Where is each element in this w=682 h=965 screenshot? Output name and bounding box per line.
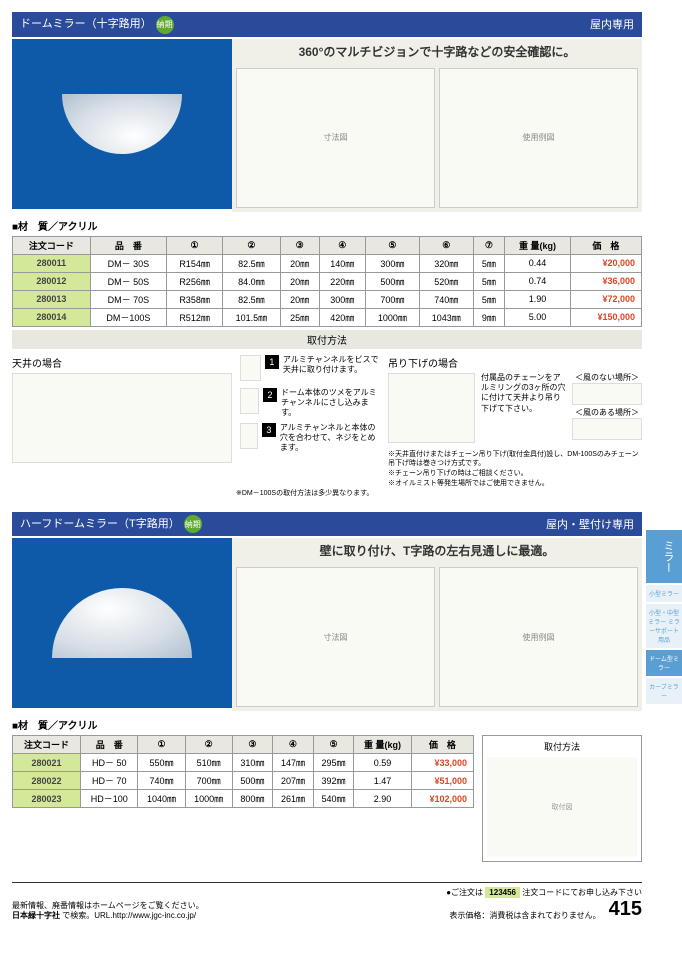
install-step: 1アルミチャンネルをビスで天井に取り付けます。	[240, 355, 380, 384]
halfdome-photo	[12, 538, 232, 708]
diagram-corridor-2: 使用例図	[439, 567, 638, 707]
note: ※天井直付けまたはチェーン吊り下げ(取付金具付)設し、DM-100Sのみチェーン…	[388, 450, 642, 470]
diagram-dimensions: 寸法図	[236, 68, 435, 208]
spec-table-1: 注文コード品 番①②③④⑤⑥⑦重 量(kg)価 格 280011DM－ 30SR…	[12, 236, 642, 327]
ceiling-sketch	[12, 373, 232, 463]
table-row: 280013DM－ 70SR358㎜82.5㎜20㎜300㎜700㎜740㎜5㎜…	[13, 290, 642, 308]
spec-table-2: 注文コード品 番①②③④⑤重 量(kg)価 格 280021HD－ 50550㎜…	[12, 735, 474, 808]
delivery-badge: 納期	[156, 16, 174, 34]
tab-0[interactable]: 小型ミラー	[646, 585, 682, 602]
footer-company: 日本緑十字社	[12, 911, 60, 920]
install-step: 3アルミチャンネルと本体の穴を合わせて、ネジをとめます。	[240, 423, 380, 454]
tab-3[interactable]: カーブミラー	[646, 678, 682, 704]
hanging-title: 吊り下げの場合	[388, 355, 642, 370]
page-number: 415	[609, 898, 642, 921]
table-row: 280011DM－ 30SR154㎜82.5㎜20㎜140㎜300㎜320㎜5㎜…	[13, 254, 642, 272]
install-step: 2ドーム本体のツメをアルミチャンネルにさし込みます。	[240, 388, 380, 419]
install-header: 取付方法	[12, 330, 642, 349]
footer-line1: 最新情報、廃番情報はホームページをご覧ください。	[12, 901, 204, 911]
table-row: 280021HD－ 50550㎜510㎜310㎜147㎜295㎜0.59¥33,…	[13, 754, 474, 772]
hanging-text: 付属品のチェーンをアルミリングの3ヶ所の穴に付けて天井より吊り下げて下さい。	[481, 373, 566, 415]
note: ※チェーン吊り下げの時はご相談ください。	[388, 469, 642, 479]
mount-title: 取付方法	[487, 740, 637, 753]
tab-2[interactable]: ドーム型ミラー	[646, 650, 682, 676]
order-prefix: ●ご注文は	[446, 888, 483, 897]
material1: ■材 質／アクリル	[12, 218, 642, 233]
order-suffix: 注文コードにてお申し込み下さい	[522, 888, 642, 897]
section2-header: ハーフドームミラー（T字路用） 納期 屋内・壁付け専用	[12, 512, 642, 537]
diagram-dimensions-2: 寸法図	[236, 567, 435, 707]
tax-note: 表示価格：消費税は含まれておりません。	[449, 910, 600, 921]
side-tabs: ミラー 小型ミラー 小型・中型ミラー ミラーサポート用品 ドーム型ミラー カーブ…	[646, 530, 682, 704]
section2-headline: 壁に取り付け、T字路の左右見通しに最適。	[232, 538, 642, 563]
section1-headline: 360°のマルチビジョンで十字路などの安全確認に。	[232, 39, 642, 64]
step-note: ※DM－100Sの取付方法は多少異なります。	[236, 489, 642, 498]
section1-usage: 屋内専用	[590, 16, 634, 32]
dome-photo	[12, 39, 232, 209]
note: ※オイルミスト等発生場所ではご使用できません。	[388, 479, 642, 489]
hanging-sketch	[388, 373, 475, 443]
table-row: 280012DM－ 50SR256㎜84.0㎜20㎜220㎜500㎜520㎜5㎜…	[13, 272, 642, 290]
mount-box: 取付方法 取付図	[482, 735, 642, 862]
mount-diagram: 取付図	[487, 757, 637, 857]
section1-header: ドームミラー（十字路用） 納期 屋内専用	[12, 12, 642, 37]
footer-url: で検索。URL.http://www.jgc-inc.co.jp/	[62, 911, 196, 920]
section2-usage: 屋内・壁付け専用	[546, 516, 634, 532]
tab-1[interactable]: 小型・中型ミラー ミラーサポート用品	[646, 604, 682, 648]
table-row: 280022HD－ 70740㎜700㎜500㎜207㎜392㎜1.47¥51,…	[13, 772, 474, 790]
material2: ■材 質／アクリル	[12, 717, 642, 732]
ceiling-title: 天井の場合	[12, 355, 232, 370]
tab-main[interactable]: ミラー	[646, 530, 682, 583]
diagram-corridor: 使用例図	[439, 68, 638, 208]
section2-title: ハーフドームミラー（T字路用）	[20, 518, 180, 530]
delivery-badge-2: 納期	[184, 515, 202, 533]
table-row: 280014DM－100SR512㎜101.5㎜25㎜420㎜1000㎜1043…	[13, 308, 642, 326]
wind-label-1: ＜風のある場所＞	[572, 408, 642, 418]
section1-title: ドームミラー（十字路用）	[20, 18, 152, 30]
table-row: 280023HD－1001040㎜1000㎜800㎜261㎜540㎜2.90¥1…	[13, 790, 474, 808]
wind-label-0: ＜風のない場所＞	[572, 373, 642, 383]
page-footer: 最新情報、廃番情報はホームページをご覧ください。 日本緑十字社 で検索。URL.…	[12, 882, 642, 921]
order-code-sample: 123456	[485, 887, 520, 898]
